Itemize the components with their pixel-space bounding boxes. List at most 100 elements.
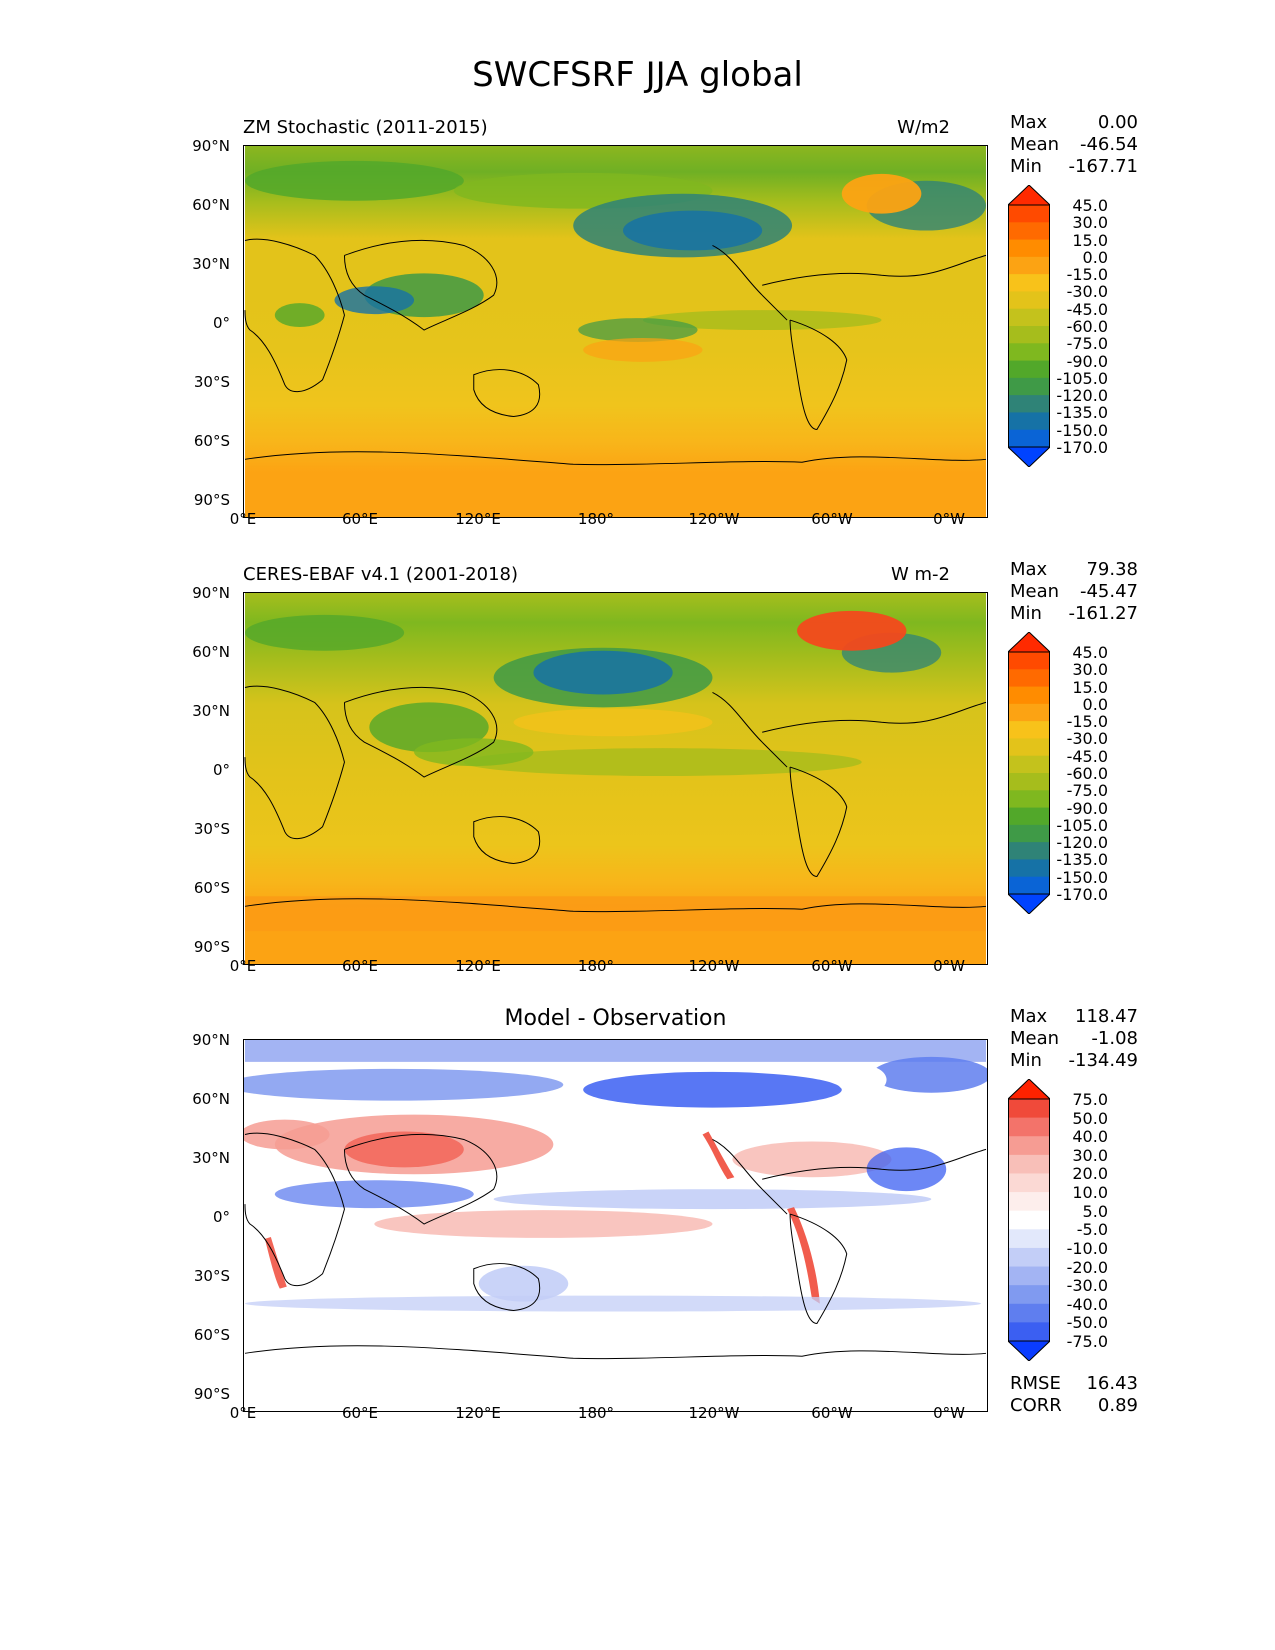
panel1-max-value: 0.00 <box>1097 112 1138 133</box>
panel1-npacific-core <box>622 210 763 251</box>
panel3-namibia-positive <box>264 1236 287 1289</box>
panel3-lat-label-30n: 30°N <box>192 1149 230 1167</box>
panel3-arctic-band <box>244 1040 987 1062</box>
colorbar-segment <box>1008 291 1050 310</box>
colorbar-segment <box>1008 1117 1050 1137</box>
panel3-lat-label-60s: 60°S <box>193 1326 230 1344</box>
colorbar-segment <box>1008 239 1050 258</box>
colorbar-tick-label: -45.0 <box>1066 746 1108 766</box>
colorbar-frame <box>1008 651 1050 895</box>
panel1-title: ZM Stochastic (2011-2015) <box>243 117 488 138</box>
panel3-europe-positive <box>244 1119 330 1150</box>
colorbar-segment <box>1008 842 1050 860</box>
panel3-greenland <box>836 1064 887 1095</box>
colorbar-segment <box>1008 1173 1050 1193</box>
panel3-mean-value: -1.08 <box>1091 1028 1138 1049</box>
panel1-map <box>243 145 988 518</box>
colorbar-tick-label: 0.0 <box>1082 694 1108 714</box>
panel2-warm-pool <box>414 738 534 767</box>
panel1-colorbar-svg <box>1006 184 1052 468</box>
colorbar-segment <box>1008 686 1050 705</box>
panel1-colorbar <box>1006 184 1052 468</box>
panel1-min-value: -167.71 <box>1068 156 1138 177</box>
colorbar-tick-label: 30.0 <box>1072 213 1108 233</box>
colorbar-segment <box>1008 1322 1050 1342</box>
panel1-south-pacific-dry <box>583 337 703 362</box>
panel2-lon-label-0e: 0°E <box>229 957 257 975</box>
panel3-stats: Max 118.47 Mean -1.08 Min -134.49 <box>1010 1006 1138 1072</box>
colorbar-segment <box>1008 429 1050 448</box>
panel3-lat-label-90s: 90°S <box>193 1385 230 1403</box>
colorbar-segment <box>1008 876 1050 895</box>
panel2-lat-label-90n: 90°N <box>192 584 230 602</box>
colorbar-segment <box>1008 395 1050 413</box>
panel1-arctic-band <box>244 160 464 201</box>
panel2-colorbar <box>1006 631 1052 915</box>
panel3-australia-negative <box>478 1265 569 1302</box>
corr-label: CORR <box>1010 1395 1062 1416</box>
panel3-lat-label-30s: 30°S <box>193 1267 230 1285</box>
panel2-lon-label-0w: 0°W <box>933 957 965 975</box>
panel1-lon-label-0w: 0°W <box>933 510 965 528</box>
panel1-itcz <box>642 310 882 331</box>
panel3-lon-label-120w: 120°W <box>688 1404 740 1422</box>
colorbar-tick-label: -75.0 <box>1066 334 1108 354</box>
panel2-subtropics <box>513 708 713 737</box>
panel1-map-plot <box>244 146 987 517</box>
panel2-coastlines <box>244 685 987 913</box>
panel3-lat-label-60n: 60°N <box>192 1090 230 1108</box>
colorbar-segment <box>1008 721 1050 739</box>
panel1-lat-label-90s: 90°S <box>193 491 230 509</box>
colorbar-tick-label: -60.0 <box>1066 317 1108 336</box>
panel3-colorbar-svg <box>1006 1078 1052 1362</box>
colorbar-frame <box>1008 1098 1050 1342</box>
colorbar-tick-label: -40.0 <box>1066 1294 1108 1314</box>
panel1-coastlines <box>244 238 987 466</box>
colorbar-tick-label: 15.0 <box>1072 677 1108 697</box>
panel2-stats: Max 79.38 Mean -45.47 Min -161.27 <box>1010 559 1138 625</box>
panel3-natlantic-negative <box>871 1056 987 1093</box>
panel2-min-value: -161.27 <box>1068 603 1138 624</box>
colorbar-segment <box>1008 256 1050 275</box>
panel3-southern-band-negative <box>244 1295 982 1312</box>
colorbar-tick-label: -45.0 <box>1066 299 1108 319</box>
colorbar-tick-label: -30.0 <box>1066 282 1108 302</box>
panel2-greenland <box>797 610 907 651</box>
colorbar-segment <box>1008 859 1050 878</box>
panel2-arctic-band <box>244 614 405 651</box>
colorbar-segment <box>1008 377 1050 396</box>
colorbar-frame <box>1008 204 1050 448</box>
panel3-min-label: Min <box>1010 1050 1042 1071</box>
panel2-mean-value: -45.47 <box>1079 581 1138 602</box>
panel1-lat-label-30n: 30°N <box>192 255 230 273</box>
colorbar-tick-label: -90.0 <box>1066 351 1108 371</box>
panel3-lon-label-0w: 0°W <box>933 1404 965 1422</box>
panel1-lat-label-60s: 60°S <box>193 432 230 450</box>
panel3-itcz-negative <box>493 1189 932 1210</box>
colorbar-segment <box>1008 1229 1050 1249</box>
colorbar-segment <box>1008 669 1050 688</box>
colorbar-segment <box>1008 1247 1050 1268</box>
panel2-lat-label-60s: 60°S <box>193 879 230 897</box>
colorbar-segment <box>1008 824 1050 843</box>
panel1-lat-label-30s: 30°S <box>193 373 230 391</box>
panel3-extra-stats: RMSE 16.43 CORR 0.89 <box>1010 1373 1138 1417</box>
panel3-max-label: Max <box>1010 1006 1048 1027</box>
panel2-map <box>243 592 988 965</box>
colorbar-segment <box>1008 773 1050 791</box>
panel1-units: W/m2 <box>897 117 950 138</box>
colorbar-tick-label: -170.0 <box>1056 885 1108 904</box>
colorbar-tick-label: -135.0 <box>1056 403 1108 423</box>
panel3-andes-positive <box>787 1207 820 1304</box>
panel2-lat-label-30n: 30°N <box>192 702 230 720</box>
panel1-lat-label-60n: 60°N <box>192 196 230 214</box>
colorbar-segment <box>1008 1099 1050 1119</box>
panel3-south-pacific-positive <box>374 1210 713 1238</box>
panel1-lon-label-120w: 120°W <box>688 510 740 528</box>
colorbar-tick-label: -135.0 <box>1056 850 1108 870</box>
colorbar-segment <box>1008 308 1050 327</box>
panel1-mean-label: Mean <box>1010 134 1060 155</box>
colorbar-tick-label: -105.0 <box>1056 815 1108 835</box>
colorbar-segment <box>1008 412 1050 431</box>
panel1-lon-label-60w: 60°W <box>811 510 853 528</box>
